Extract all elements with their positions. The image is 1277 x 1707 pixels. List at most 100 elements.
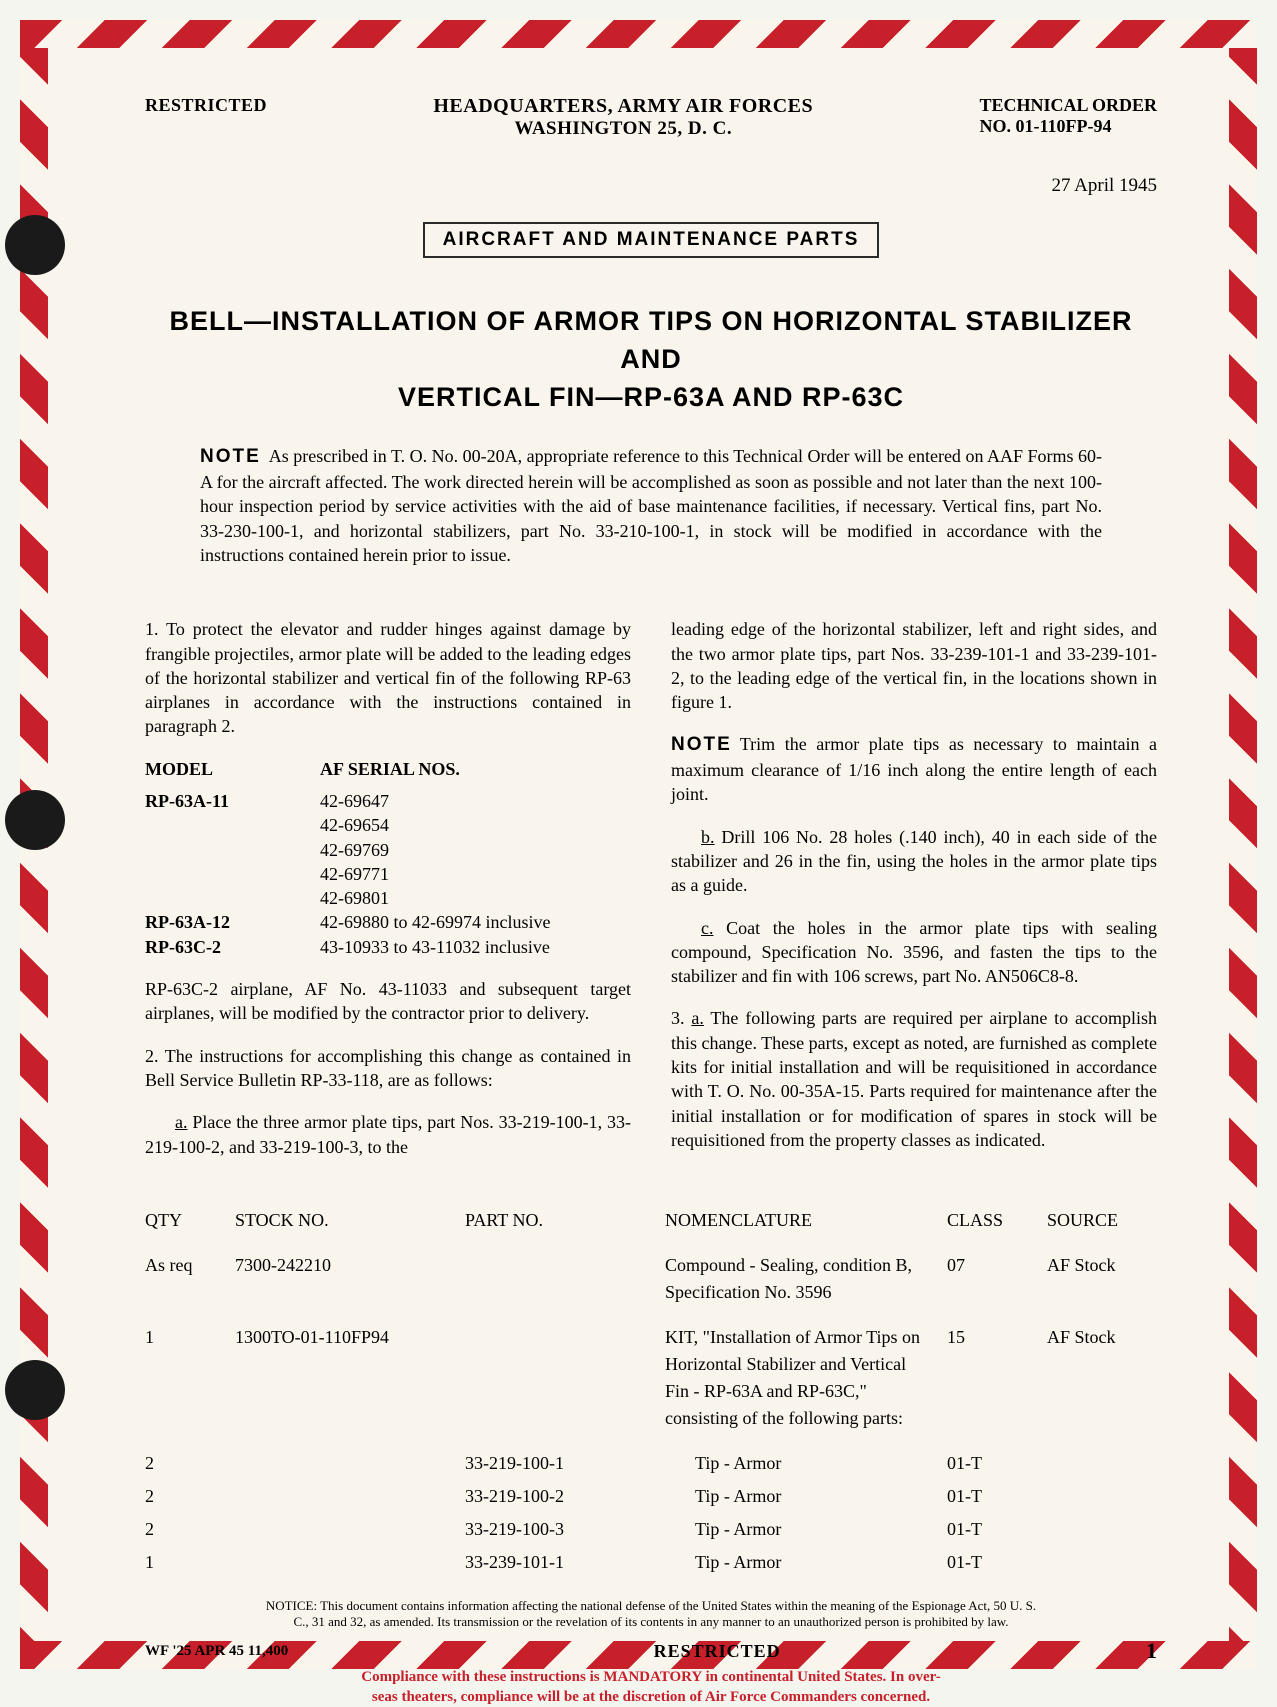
top-note-block: NOTEAs prescribed in T. O. No. 00-20A, a… bbox=[200, 444, 1102, 567]
cell-source: AF Stock bbox=[1047, 1324, 1157, 1432]
serial-number: 42-69647 bbox=[320, 789, 631, 813]
serial-number: 42-69801 bbox=[320, 886, 631, 910]
cell-stock: 1300TO-01-110FP94 bbox=[235, 1324, 465, 1432]
para-2c: c. Coat the holes in the armor plate tip… bbox=[671, 916, 1157, 989]
footer-row: WF '25 APR 45 11,400 RESTRICTED 1 bbox=[145, 1638, 1157, 1664]
security-notice: NOTICE: This document contains informati… bbox=[265, 1598, 1037, 1631]
punch-hole bbox=[5, 1360, 65, 1420]
inline-note: NOTETrim the armor plate tips as necessa… bbox=[671, 732, 1157, 806]
serial-rows: RP-63A-1142-6964742-6965442-6976942-6977… bbox=[145, 789, 631, 959]
serial-number: 42-69880 to 42-69974 inclusive bbox=[320, 910, 631, 934]
parts-row: 2 33-219-100-1Tip - Armor01-T bbox=[145, 1450, 1157, 1477]
cell-source: AF Stock bbox=[1047, 1252, 1157, 1306]
footer-classification: RESTRICTED bbox=[654, 1641, 781, 1662]
title-line2: VERTICAL FIN—RP-63A AND RP-63C bbox=[145, 379, 1157, 417]
cell-qty: 2 bbox=[145, 1483, 235, 1510]
headquarters-block: HEADQUARTERS, ARMY AIR FORCES WASHINGTON… bbox=[433, 95, 813, 140]
para-1: 1. To protect the elevator and rudder hi… bbox=[145, 617, 631, 738]
serial-row: 42-69769 bbox=[145, 838, 631, 862]
cell-nom: Tip - Armor bbox=[665, 1549, 947, 1576]
cell-part: 33-239-101-1 bbox=[465, 1549, 665, 1576]
stamp-wrap: AIRCRAFT AND MAINTENANCE PARTS bbox=[145, 222, 1157, 258]
cell-nom: Tip - Armor bbox=[665, 1450, 947, 1477]
serial-header: MODEL AF SERIAL NOS. bbox=[145, 757, 631, 781]
cell-part: 33-219-100-1 bbox=[465, 1450, 665, 1477]
serial-row: RP-63A-1242-69880 to 42-69974 inclusive bbox=[145, 910, 631, 934]
serial-number: 42-69771 bbox=[320, 862, 631, 886]
para-after-serials: RP-63C-2 airplane, AF No. 43-11033 and s… bbox=[145, 977, 631, 1026]
cell-class: 01-T bbox=[947, 1483, 1047, 1510]
page-number: 1 bbox=[1146, 1638, 1157, 1664]
hq-line2: WASHINGTON 25, D. C. bbox=[433, 118, 813, 140]
cell-part: 33-219-100-2 bbox=[465, 1483, 665, 1510]
cell-part bbox=[465, 1324, 665, 1432]
parts-row: 233-219-100-3Tip - Armor01-T bbox=[145, 1516, 1157, 1543]
cell-qty: 2 bbox=[145, 1450, 235, 1477]
parts-row: 11300TO-01-110FP94KIT, "Installation of … bbox=[145, 1324, 1157, 1432]
document-page: RESTRICTED HEADQUARTERS, ARMY AIR FORCES… bbox=[20, 20, 1257, 1669]
top-note-text: As prescribed in T. O. No. 00-20A, appro… bbox=[200, 446, 1102, 565]
cell-class: 07 bbox=[947, 1252, 1047, 1306]
note-label: NOTE bbox=[671, 734, 732, 755]
compliance-line1: Compliance with these instructions is MA… bbox=[145, 1668, 1157, 1688]
hq-line1: HEADQUARTERS, ARMY AIR FORCES bbox=[433, 95, 813, 118]
serial-number: 42-69769 bbox=[320, 838, 631, 862]
cell-class: 15 bbox=[947, 1324, 1047, 1432]
serial-number: 42-69654 bbox=[320, 813, 631, 837]
serial-model bbox=[145, 886, 320, 910]
col-nomenclature: NOMENCLATURE bbox=[665, 1207, 947, 1234]
parts-rows: As req7300-242210Compound - Sealing, con… bbox=[145, 1252, 1157, 1576]
page-content: RESTRICTED HEADQUARTERS, ARMY AIR FORCES… bbox=[65, 65, 1212, 1624]
compliance-line2: seas theaters, compliance will be at the… bbox=[145, 1688, 1157, 1707]
cell-source bbox=[1047, 1516, 1157, 1543]
cell-source bbox=[1047, 1483, 1157, 1510]
issue-date: 27 April 1945 bbox=[145, 175, 1157, 197]
parts-header-row: QTY STOCK NO. PART NO. NOMENCLATURE CLAS… bbox=[145, 1207, 1157, 1234]
serial-model: RP-63C-2 bbox=[145, 935, 320, 959]
para-3: 3. a. The following parts are required p… bbox=[671, 1006, 1157, 1152]
cell-part: 33-219-100-3 bbox=[465, 1516, 665, 1543]
cell-qty: 2 bbox=[145, 1516, 235, 1543]
to-label: TECHNICAL ORDER bbox=[979, 95, 1157, 116]
serial-table: MODEL AF SERIAL NOS. RP-63A-1142-6964742… bbox=[145, 757, 631, 959]
para-2: 2. The instructions for accomplishing th… bbox=[145, 1044, 631, 1093]
col-qty: QTY bbox=[145, 1207, 235, 1234]
cell-source bbox=[1047, 1450, 1157, 1477]
serial-row: RP-63A-1142-69647 bbox=[145, 789, 631, 813]
cell-stock bbox=[235, 1450, 465, 1477]
cell-class: 01-T bbox=[947, 1516, 1047, 1543]
para-2b: b. Drill 106 No. 28 holes (.140 inch), 4… bbox=[671, 825, 1157, 898]
compliance-stamp: Compliance with these instructions is MA… bbox=[145, 1668, 1157, 1707]
para-2a-continued: leading edge of the horizontal stabilize… bbox=[671, 617, 1157, 714]
cell-stock bbox=[235, 1516, 465, 1543]
parts-row: 1 33-239-101-1Tip - Armor01-T bbox=[145, 1549, 1157, 1576]
parts-row: As req7300-242210Compound - Sealing, con… bbox=[145, 1252, 1157, 1306]
note2-text: Trim the armor plate tips as necessary t… bbox=[671, 734, 1157, 804]
classification-label: RESTRICTED bbox=[145, 95, 267, 116]
cell-class: 01-T bbox=[947, 1549, 1047, 1576]
document-title: BELL—INSTALLATION OF ARMOR TIPS ON HORIZ… bbox=[145, 303, 1157, 416]
right-column: leading edge of the horizontal stabilize… bbox=[671, 617, 1157, 1177]
technical-order-block: TECHNICAL ORDER NO. 01-110FP-94 bbox=[979, 95, 1157, 137]
col-class: CLASS bbox=[947, 1207, 1047, 1234]
cell-stock bbox=[235, 1483, 465, 1510]
title-line1: BELL—INSTALLATION OF ARMOR TIPS ON HORIZ… bbox=[145, 303, 1157, 379]
header-row: RESTRICTED HEADQUARTERS, ARMY AIR FORCES… bbox=[145, 95, 1157, 140]
col-model: MODEL bbox=[145, 757, 320, 781]
cell-stock: 7300-242210 bbox=[235, 1252, 465, 1306]
category-stamp: AIRCRAFT AND MAINTENANCE PARTS bbox=[423, 222, 880, 258]
cell-qty: 1 bbox=[145, 1549, 235, 1576]
serial-row: 42-69771 bbox=[145, 862, 631, 886]
cell-qty: 1 bbox=[145, 1324, 235, 1432]
cell-class: 01-T bbox=[947, 1450, 1047, 1477]
col-stock: STOCK NO. bbox=[235, 1207, 465, 1234]
serial-model bbox=[145, 862, 320, 886]
cell-nom: Tip - Armor bbox=[665, 1483, 947, 1510]
to-number: NO. 01-110FP-94 bbox=[979, 116, 1157, 137]
punch-hole bbox=[5, 215, 65, 275]
col-af-serial: AF SERIAL NOS. bbox=[320, 757, 460, 781]
punch-hole bbox=[5, 790, 65, 850]
print-code: WF '25 APR 45 11,400 bbox=[145, 1643, 288, 1660]
parts-row: 2 33-219-100-2Tip - Armor01-T bbox=[145, 1483, 1157, 1510]
col-part: PART NO. bbox=[465, 1207, 665, 1234]
